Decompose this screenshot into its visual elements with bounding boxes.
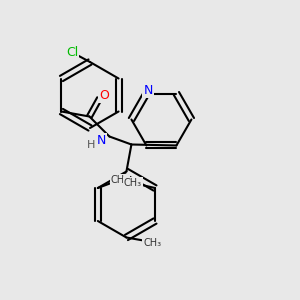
Text: H: H xyxy=(87,140,96,149)
Text: CH₃: CH₃ xyxy=(124,178,142,188)
Text: CH₃: CH₃ xyxy=(111,175,129,185)
Text: N: N xyxy=(97,134,106,147)
Text: O: O xyxy=(100,89,110,102)
Text: Cl: Cl xyxy=(66,46,78,59)
Text: CH₃: CH₃ xyxy=(143,238,161,248)
Text: N: N xyxy=(144,84,153,97)
